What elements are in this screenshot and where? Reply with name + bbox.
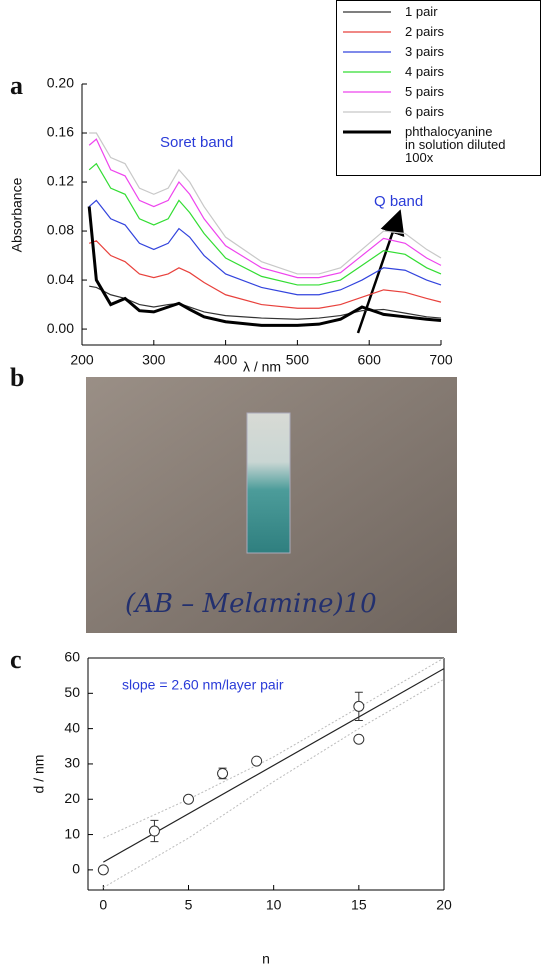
legend-label: 3 pairs [405, 44, 445, 59]
y-tick-label: 60 [64, 649, 80, 665]
annotation: slope = 2.60 nm/layer pair [122, 677, 284, 693]
legend-label: 4 pairs [405, 64, 445, 79]
x-tick-label: 200 [70, 352, 94, 368]
legend-swatch [343, 11, 391, 13]
legend-swatch [343, 130, 391, 134]
confidence-band [103, 678, 444, 888]
data-point [182, 793, 194, 805]
legend-swatch [343, 91, 391, 93]
spectrum-line [88, 162, 442, 286]
y-tick-label: 0 [72, 861, 80, 877]
y-tick-label: 0.20 [47, 75, 74, 91]
confidence-band [103, 658, 444, 839]
y-tick-label: 40 [64, 719, 80, 735]
legend-label: 2 pairs [405, 24, 445, 39]
annotation: Q band [374, 193, 423, 210]
spectrum-line [89, 132, 442, 275]
arrow [356, 209, 405, 334]
panel-label: a [10, 71, 23, 100]
legend-label: 6 pairs [405, 104, 445, 119]
legend-entry: phthalocyanine in solution diluted 100x [343, 125, 534, 164]
y-tick-label: 0.04 [47, 271, 74, 287]
legend-label: phthalocyanine in solution diluted 100x [405, 124, 506, 165]
data-point [217, 767, 229, 779]
legend-swatch [343, 31, 391, 33]
legend-entry: 4 pairs [343, 65, 534, 85]
x-tick-label: 20 [436, 897, 452, 913]
annotation: Soret band [160, 134, 233, 151]
y-tick-label: 0.00 [47, 320, 74, 336]
data-point [148, 825, 160, 837]
spectrum-line [88, 240, 442, 309]
x-tick-label: 600 [358, 352, 382, 368]
x-tick-label: 10 [266, 897, 282, 913]
x-tick-label: 400 [214, 352, 238, 368]
spectrum-line [87, 206, 442, 327]
data-point [353, 700, 365, 712]
legend: 1 pair 2 pairs 3 pairs 4 pairs 5 pairs 6 pair… [336, 0, 541, 176]
y-tick-label: 0.08 [47, 222, 74, 238]
legend-entry: 5 pairs [343, 85, 534, 105]
legend-swatch [343, 71, 391, 73]
plot-area [103, 658, 444, 888]
y-tick-label: 0.16 [47, 124, 74, 140]
x-tick-label: 300 [142, 352, 166, 368]
x-tick-label: 15 [351, 897, 367, 913]
slide [246, 412, 291, 554]
spectrum-line [88, 138, 442, 279]
panel-label: b [10, 363, 24, 392]
data-point [353, 733, 365, 745]
legend-entry: 2 pairs [343, 25, 534, 45]
legend-entry: 3 pairs [343, 45, 534, 65]
y-tick-label: 10 [64, 825, 80, 841]
legend-entry: 1 pair [343, 5, 534, 25]
legend-entry: 6 pairs [343, 105, 534, 125]
x-tick-label: 0 [99, 897, 107, 913]
x-tick-label: 5 [185, 897, 193, 913]
spectrum-line [88, 199, 442, 296]
fit-line [103, 668, 444, 863]
y-tick-label: 50 [64, 684, 80, 700]
panel-label: c [10, 645, 22, 674]
x-axis-title: n [262, 951, 270, 967]
handwriting: (AB – Melamine)10 [125, 589, 377, 619]
x-axis-title: λ / nm [243, 359, 281, 375]
data-point [251, 755, 263, 767]
legend-label: 1 pair [405, 4, 438, 19]
x-tick-label: 500 [286, 352, 310, 368]
data-point [97, 864, 109, 876]
legend-label: 5 pairs [405, 84, 445, 99]
y-axis-title: Absorbance [9, 177, 25, 252]
y-tick-label: 30 [64, 755, 80, 771]
legend-swatch [343, 111, 391, 113]
y-tick-label: 0.12 [47, 173, 74, 189]
legend-swatch [343, 51, 391, 53]
y-tick-label: 20 [64, 790, 80, 806]
x-tick-label: 700 [429, 352, 453, 368]
y-axis-title: d / nm [31, 755, 47, 794]
